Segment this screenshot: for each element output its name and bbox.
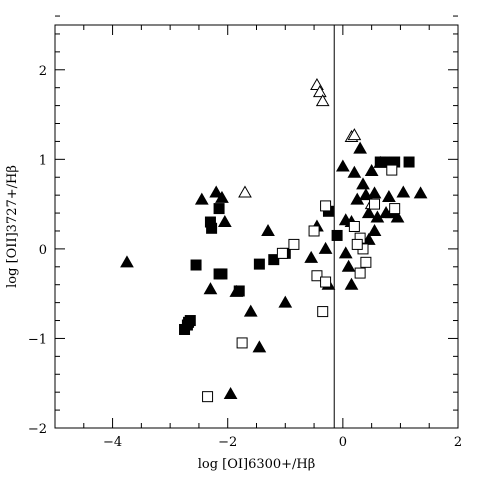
filled-triangle-point (341, 259, 356, 272)
filled-triangle-point (243, 304, 258, 317)
filled-triangle-point (396, 185, 411, 198)
open-triangle-point (312, 85, 327, 98)
y-tick-label: −1 (28, 332, 47, 347)
open-square-point (389, 203, 401, 215)
y-tick-label: 1 (39, 153, 47, 168)
filled-triangle-point (203, 282, 218, 295)
axis-ticks (54, 15, 459, 429)
filled-triangle-point (252, 340, 267, 353)
filled-triangle-point (318, 241, 333, 254)
open-triangle-point (347, 128, 362, 141)
filled-square-point (216, 268, 228, 280)
open-square-point (320, 276, 332, 288)
data-points (120, 77, 428, 403)
filled-triangle-point (223, 386, 238, 399)
x-tick-label: 2 (454, 435, 462, 450)
open-square-point (360, 256, 372, 268)
tick-labels: −4 −2 0 2 −2 −1 0 1 2 (28, 64, 462, 450)
filled-square-point (403, 156, 415, 168)
filled-triangle-point (367, 223, 382, 236)
open-square-point (386, 164, 398, 176)
filled-square-point (268, 254, 280, 266)
filled-triangle-point (356, 177, 370, 190)
filled-square-point (190, 259, 202, 271)
filled-triangle-point (261, 223, 275, 236)
x-tick-label: −4 (103, 435, 122, 450)
filled-square-point (206, 222, 218, 234)
open-square-point (308, 225, 320, 237)
filled-triangle-point (338, 246, 353, 259)
open-square-point (236, 337, 248, 349)
x-axis-label: log [OI]6300+/Hβ (198, 457, 316, 472)
open-square-point (202, 391, 214, 403)
y-tick-label: 2 (39, 64, 47, 79)
x-tick-label: −2 (218, 435, 237, 450)
y-axis-label: log [OII]3727+/Hβ (5, 165, 20, 288)
open-square-point (351, 238, 363, 250)
filled-triangle-point (120, 255, 134, 268)
open-square-point (320, 200, 332, 212)
filled-triangle-point (367, 186, 382, 199)
open-square-point (348, 221, 360, 232)
filled-triangle-point (382, 189, 396, 202)
open-square-point (369, 198, 381, 210)
filled-triangle-point (335, 159, 350, 172)
open-triangle-point (315, 94, 330, 107)
filled-triangle-point (215, 190, 229, 203)
open-square-point (354, 267, 366, 279)
filled-triangle-point (347, 165, 362, 178)
filled-triangle-point (209, 185, 224, 198)
filled-triangle-point (413, 186, 428, 199)
filled-square-point (213, 203, 225, 215)
filled-triangle-point (353, 141, 367, 154)
plot-frame (54, 24, 459, 429)
open-square-point (317, 306, 329, 318)
y-tick-label: 0 (39, 243, 47, 258)
y-tick-label: −2 (28, 422, 47, 437)
filled-square-point (184, 315, 196, 327)
open-square-point (288, 238, 300, 250)
open-triangle-point (238, 185, 252, 198)
filled-triangle-point (361, 206, 376, 219)
filled-square-point (253, 258, 265, 270)
filled-square-point (233, 285, 245, 297)
filled-triangle-point (344, 277, 359, 290)
filled-triangle-point (278, 295, 293, 308)
filled-triangle-point (361, 232, 376, 245)
filled-triangle-point (304, 250, 319, 263)
open-square-point (311, 270, 323, 282)
open-square-point (276, 247, 288, 259)
filled-square-point (331, 229, 343, 241)
filled-triangle-point (194, 192, 209, 205)
filled-triangle-point (364, 163, 379, 176)
filled-triangle-point (217, 215, 232, 228)
x-tick-label: 0 (339, 435, 347, 450)
filled-triangle-point (390, 210, 405, 223)
